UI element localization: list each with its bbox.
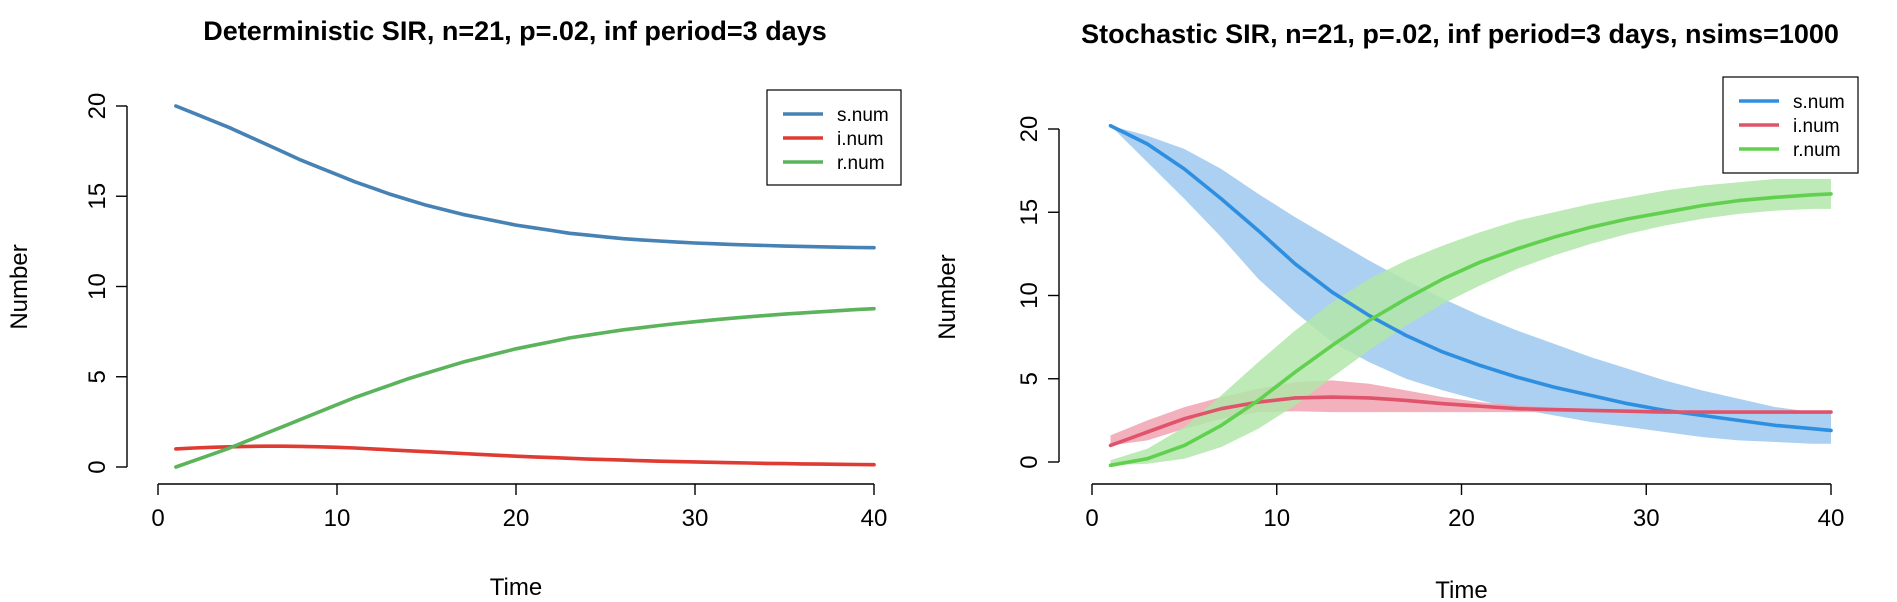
legend: s.num i.num r.num bbox=[766, 89, 902, 186]
x-axis-label: Time bbox=[490, 574, 542, 601]
chart-title: Deterministic SIR, n=21, p=.02, inf peri… bbox=[203, 16, 826, 46]
series-line-i-num bbox=[1108, 395, 1833, 448]
series-line-r-num bbox=[174, 306, 876, 469]
series-line-s-num bbox=[174, 104, 876, 250]
chart-panel-2: Stochastic SIR, n=21, p=.02, inf period=… bbox=[934, 19, 1859, 602]
y-tick-label: 20 bbox=[84, 93, 111, 120]
legend-label: s.num bbox=[837, 105, 889, 126]
x-tick-label: 20 bbox=[1448, 505, 1475, 532]
legend-label: r.num bbox=[837, 153, 885, 174]
y-tick-label: 10 bbox=[1016, 282, 1043, 309]
x-tick-label: 0 bbox=[151, 505, 164, 532]
y-axis-label: Number bbox=[6, 244, 33, 329]
y-tick-label: 5 bbox=[1016, 372, 1043, 385]
y-tick-label: 15 bbox=[84, 183, 111, 210]
y-axis-label: Number bbox=[934, 254, 961, 339]
x-tick-label: 40 bbox=[861, 505, 888, 532]
series-line-i-num bbox=[174, 444, 876, 467]
chart-panel-1: Deterministic SIR, n=21, p=.02, inf peri… bbox=[6, 16, 902, 601]
x-tick-label: 30 bbox=[682, 505, 709, 532]
y-tick-label: 0 bbox=[84, 460, 111, 473]
series-line-s-num bbox=[1108, 123, 1833, 433]
band-r-num bbox=[1110, 178, 1831, 466]
legend-label: i.num bbox=[837, 129, 883, 150]
x-tick-label: 30 bbox=[1633, 505, 1660, 532]
x-tick-label: 10 bbox=[324, 505, 351, 532]
x-tick-label: 20 bbox=[503, 505, 530, 532]
y-tick-label: 5 bbox=[84, 370, 111, 383]
y-tick-label: 10 bbox=[84, 273, 111, 300]
x-axis-label: Time bbox=[1435, 577, 1487, 602]
legend-label: r.num bbox=[1793, 140, 1841, 161]
legend-label: s.num bbox=[1793, 92, 1845, 113]
x-tick-label: 0 bbox=[1085, 505, 1098, 532]
y-tick-label: 15 bbox=[1016, 199, 1043, 226]
legend: s.num i.num r.num bbox=[1722, 76, 1859, 174]
y-tick-label: 0 bbox=[1016, 455, 1043, 468]
x-tick-label: 40 bbox=[1818, 505, 1845, 532]
series-line-r-num bbox=[1108, 192, 1833, 468]
y-tick-label: 20 bbox=[1016, 116, 1043, 143]
legend-label: i.num bbox=[1793, 116, 1839, 137]
x-tick-label: 10 bbox=[1263, 505, 1290, 532]
chart-title: Stochastic SIR, n=21, p=.02, inf period=… bbox=[1081, 19, 1839, 49]
